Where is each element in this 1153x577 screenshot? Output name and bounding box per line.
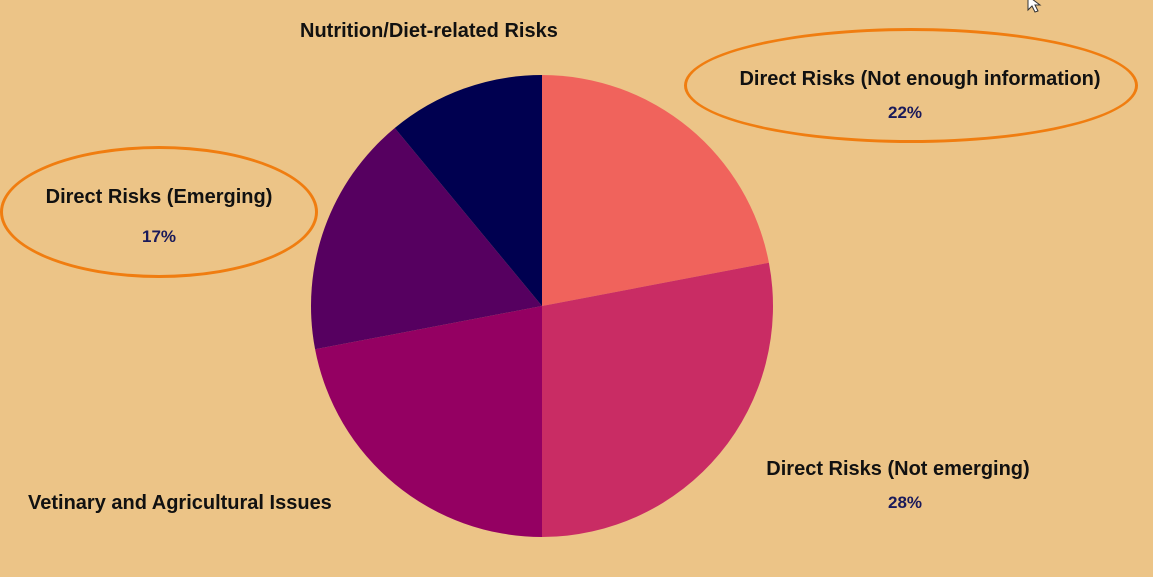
pie-slice-2: [315, 306, 542, 537]
slice-label-not-enough-info: Direct Risks (Not enough information): [739, 68, 1101, 90]
mouse-cursor-icon: [1027, 0, 1042, 13]
pie-slice-4: [394, 75, 542, 306]
slice-label-vetinary: Vetinary and Agricultural Issues: [28, 492, 332, 514]
slice-value-not-enough-info: 22%: [887, 103, 923, 122]
slice-label-not-emerging: Direct Risks (Not emerging): [766, 458, 1030, 480]
pie-slice-3: [311, 128, 542, 350]
slice-value-emerging: 17%: [141, 227, 177, 246]
pie-slice-0: [542, 75, 769, 306]
slice-label-nutrition: Nutrition/Diet-related Risks: [300, 20, 558, 42]
pie-slice-1: [542, 262, 773, 537]
highlight-ellipse-emerging: [0, 146, 318, 278]
slice-label-emerging: Direct Risks (Emerging): [45, 186, 273, 208]
slice-value-not-emerging: 28%: [887, 493, 923, 512]
highlight-ellipse-not-enough-info: [684, 28, 1138, 143]
